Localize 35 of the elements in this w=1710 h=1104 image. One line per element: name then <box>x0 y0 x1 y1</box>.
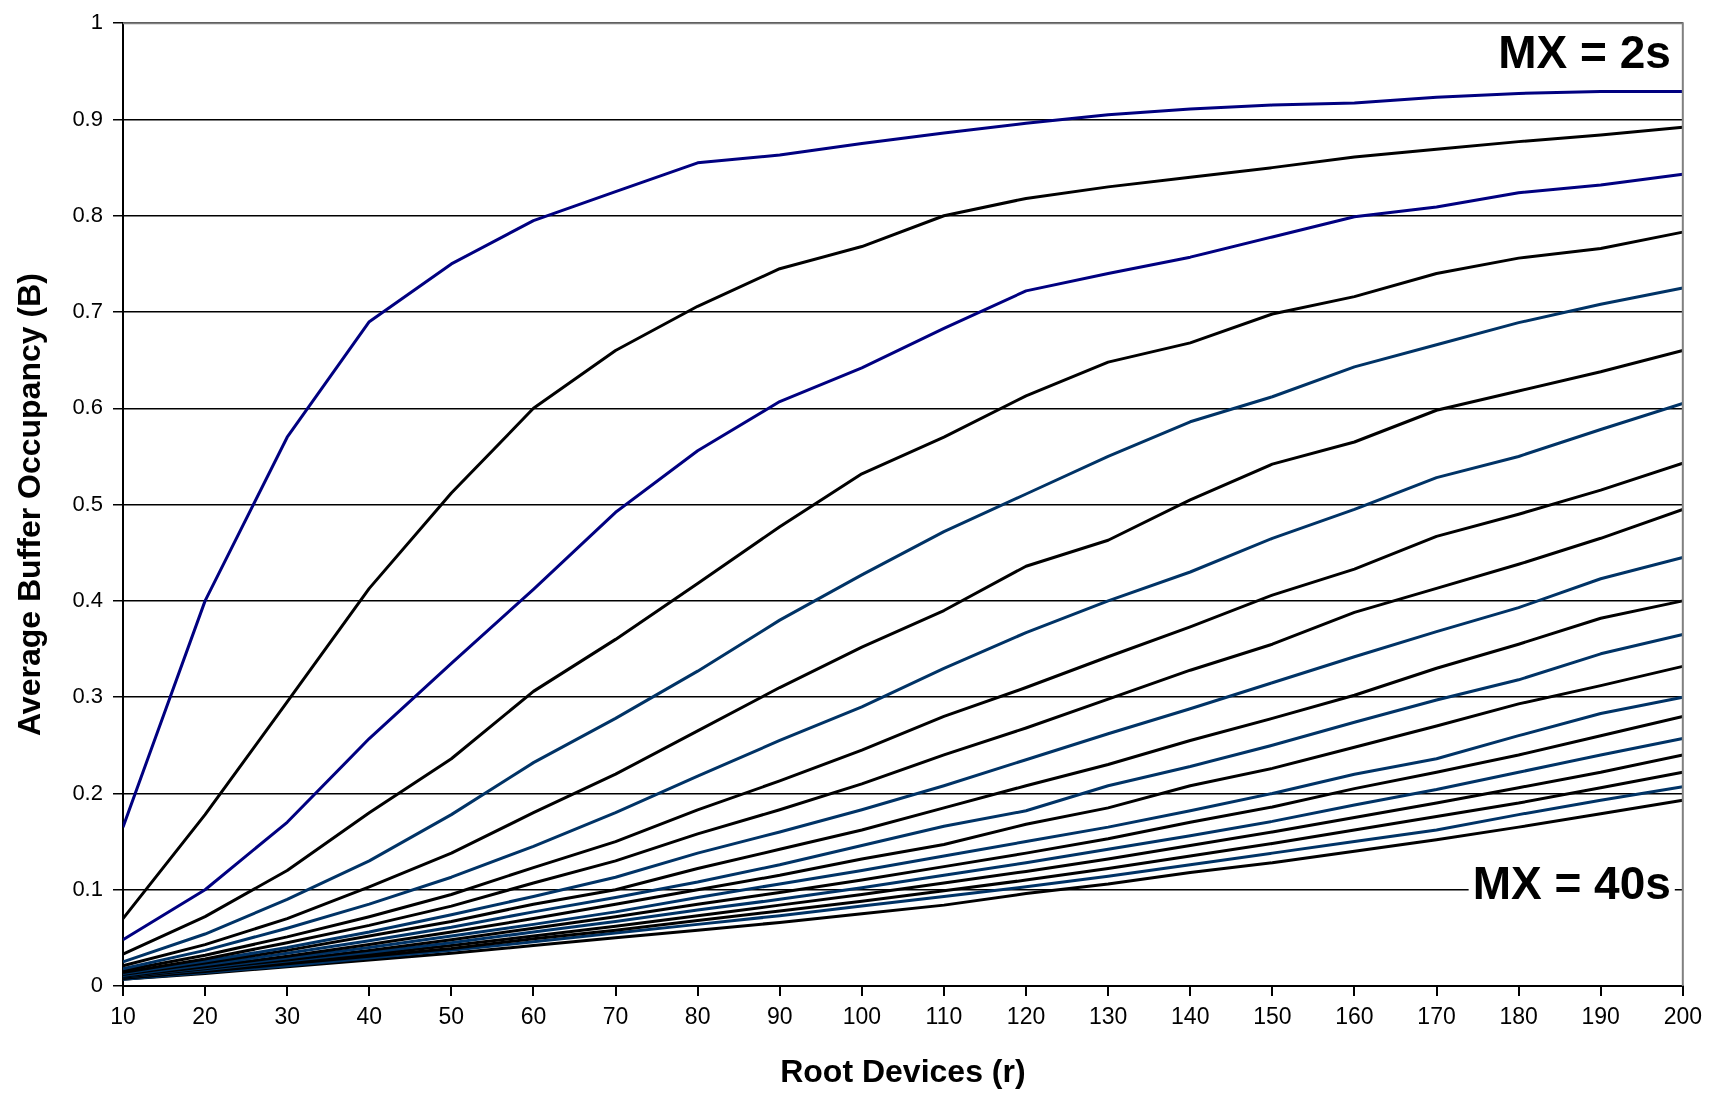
x-tick-label: 150 <box>1253 1003 1292 1030</box>
x-tick-label: 130 <box>1088 1003 1128 1030</box>
y-tick-label: 0.1 <box>72 875 103 901</box>
x-tick-label: 50 <box>438 1003 465 1030</box>
y-tick-label: 0.4 <box>72 586 103 612</box>
x-tick-label: 110 <box>925 1003 963 1030</box>
y-tick-label: 0 <box>90 972 103 998</box>
annotation: MX = 40s <box>1472 856 1671 909</box>
annotation: MX = 2s <box>1498 25 1671 78</box>
x-tick-label: 90 <box>766 1003 793 1030</box>
x-tick-label: 20 <box>192 1003 218 1030</box>
y-axis-title: Average Buffer Occupancy (B) <box>11 273 48 737</box>
y-tick-label: 1 <box>90 9 103 35</box>
x-tick-label: 190 <box>1581 1003 1620 1030</box>
x-tick-label: 100 <box>842 1003 882 1030</box>
x-tick-label: 120 <box>1006 1003 1046 1030</box>
x-tick-label: 70 <box>602 1003 629 1030</box>
x-tick-label: 200 <box>1663 1003 1702 1030</box>
x-tick-label: 170 <box>1417 1003 1456 1030</box>
x-axis-title: Root Devices (r) <box>780 1052 1026 1089</box>
y-tick-label: 0.8 <box>72 201 103 227</box>
x-tick-label: 180 <box>1499 1003 1538 1030</box>
x-tick-label: 140 <box>1171 1003 1210 1030</box>
y-tick-label: 0.6 <box>72 394 103 420</box>
x-tick-label: 40 <box>356 1003 383 1030</box>
y-tick-label: 0.5 <box>72 490 103 516</box>
y-tick-label: 0.2 <box>72 779 103 805</box>
y-tick-label: 0.3 <box>72 683 103 709</box>
y-tick-label: 0.9 <box>72 105 103 131</box>
y-tick-label: 0.7 <box>72 298 103 324</box>
x-tick-label: 10 <box>110 1003 136 1030</box>
x-tick-label: 80 <box>684 1003 711 1030</box>
x-tick-label: 160 <box>1335 1003 1374 1030</box>
x-tick-label: 30 <box>274 1003 300 1030</box>
x-tick-label: 60 <box>520 1003 547 1030</box>
